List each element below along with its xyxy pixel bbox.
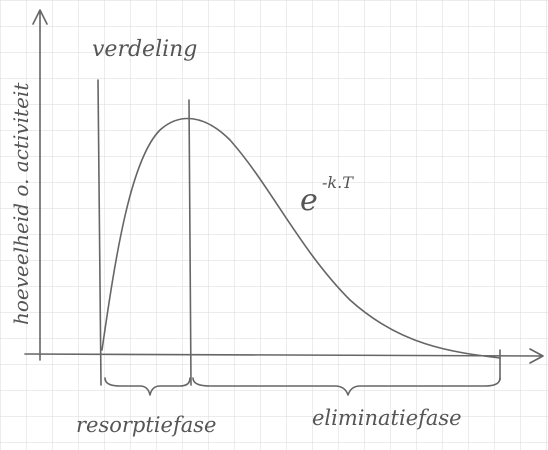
curve — [101, 117, 501, 359]
brace — [192, 377, 501, 396]
separator-line — [188, 99, 192, 386]
x-axis — [24, 348, 544, 364]
y-axis-label: hoeveelheid o. activiteit — [9, 82, 33, 325]
y-axis — [32, 9, 48, 361]
phase-label: eliminatiefase — [312, 406, 462, 430]
top-label: verdeling — [92, 37, 197, 62]
phase-label: resorptiefase — [76, 413, 216, 437]
brace — [104, 377, 191, 396]
separator-line — [97, 79, 102, 386]
formula-base: e — [300, 183, 318, 218]
formula-exponent: -k.T — [322, 173, 354, 192]
